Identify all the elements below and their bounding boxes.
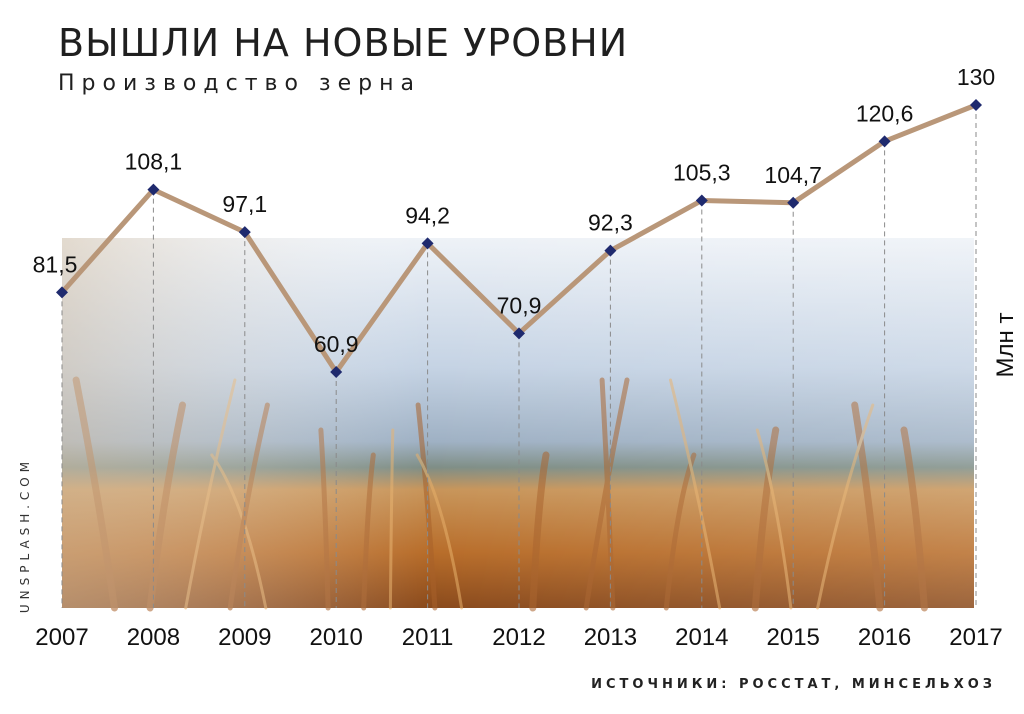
y-axis-label: Млн т — [992, 313, 1019, 378]
data-markers — [56, 99, 982, 378]
chart-title: ВЫШЛИ НА НОВЫЕ УРОВНИ — [58, 21, 628, 65]
value-label-2014: 105,3 — [673, 159, 731, 185]
tick-label-2016: 2016 — [858, 624, 911, 651]
point-2015 — [787, 196, 800, 209]
point-2012 — [513, 327, 525, 340]
chart-subtitle: Производство зерна — [58, 71, 421, 96]
point-2007 — [56, 286, 68, 299]
value-label-2016: 120,6 — [856, 100, 914, 126]
background-photo — [62, 238, 974, 612]
value-label-2008: 108,1 — [125, 149, 183, 175]
gridlines — [61, 105, 977, 608]
value-label-2012: 70,9 — [497, 292, 542, 318]
tick-label-2010: 2010 — [310, 624, 363, 651]
tick-label-2008: 2008 — [127, 624, 180, 651]
point-2008 — [147, 183, 160, 196]
tick-label-2013: 2013 — [584, 624, 637, 651]
point-2010 — [330, 366, 343, 378]
x-axis-ticks: 2007 2008 2009 2010 2011 2012 2013 2014 2015 2016… — [35, 624, 1002, 651]
point-2009 — [238, 226, 251, 239]
value-label-2017: 130 — [957, 64, 995, 90]
point-2011 — [421, 237, 434, 250]
tick-label-2009: 2009 — [218, 624, 271, 651]
tick-label-2014: 2014 — [675, 624, 728, 651]
value-label-2013: 92,3 — [588, 210, 633, 236]
tick-label-2012: 2012 — [492, 624, 545, 651]
value-label-2011: 94,2 — [405, 202, 450, 228]
point-2013 — [604, 244, 617, 257]
tick-label-2015: 2015 — [767, 624, 820, 651]
value-label-2009: 97,1 — [222, 191, 267, 217]
point-2014 — [695, 194, 708, 207]
tick-label-2007: 2007 — [35, 624, 88, 651]
value-label-2007: 81,5 — [33, 251, 78, 277]
point-2016 — [878, 135, 891, 148]
value-label-2015: 104,7 — [764, 162, 822, 188]
value-label-2010: 60,9 — [314, 331, 359, 357]
point-2017 — [970, 99, 982, 111]
tick-label-2017: 2017 — [949, 624, 1002, 651]
data-labels: 81,5 108,1 97,1 60,9 94,2 70,9 92,3 105,3 104,7 1… — [33, 64, 996, 357]
photo-credit: UNSPLASH.COM — [18, 457, 32, 613]
tick-label-2011: 2011 — [402, 624, 454, 651]
source-note: ИСТОЧНИКИ: РОССТАТ, МИНСЕЛЬХОЗ — [591, 677, 996, 692]
